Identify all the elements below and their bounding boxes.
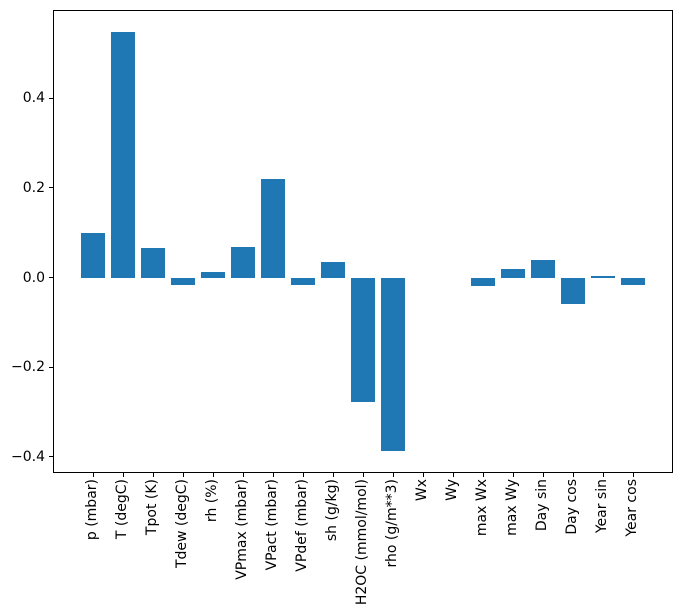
x-tick-label: Year sin	[594, 479, 610, 534]
bar-rh	[201, 271, 225, 278]
x-tick-label: Wx	[414, 479, 430, 502]
x-tick-label: max Wy	[504, 479, 520, 536]
bar-max-wy	[501, 269, 525, 278]
x-tick-mark	[393, 473, 394, 477]
x-tick-mark	[513, 473, 514, 477]
bar-vpmax-mbar	[231, 247, 255, 278]
x-tick-mark	[423, 473, 424, 477]
plot-area	[53, 10, 673, 473]
x-tick-mark	[303, 473, 304, 477]
bar-max-wx	[471, 277, 495, 287]
x-tick-mark	[123, 473, 124, 477]
y-tick-label: 0.0	[22, 269, 45, 286]
x-tick-mark	[183, 473, 184, 477]
y-tick-mark	[49, 97, 53, 99]
x-tick-label: VPdef (mbar)	[294, 479, 310, 572]
x-tick-mark	[573, 473, 574, 477]
x-tick-label: T (degC)	[114, 479, 130, 540]
x-tick-label: rh (%)	[204, 479, 220, 523]
x-tick-mark	[153, 473, 154, 477]
y-tick-label: −0.2	[11, 359, 45, 376]
x-tick-mark	[213, 473, 214, 477]
bar-vpact-mbar	[261, 178, 285, 278]
x-tick-mark	[273, 473, 274, 477]
x-tick-mark	[453, 473, 454, 477]
x-tick-label: max Wx	[474, 479, 490, 537]
bar-day-sin	[531, 259, 555, 278]
bar-rho-g-m-3	[381, 277, 405, 452]
y-tick-label: −0.4	[11, 448, 45, 465]
x-tick-mark	[93, 473, 94, 477]
y-tick-mark	[49, 187, 53, 189]
x-tick-label: Day cos	[564, 479, 580, 535]
y-tick-mark	[49, 366, 53, 368]
x-tick-label: VPact (mbar)	[264, 479, 280, 571]
x-tick-label: Year cos	[624, 479, 640, 537]
y-tick-mark	[49, 456, 53, 458]
x-tick-label: Tpot (K)	[144, 479, 160, 536]
x-tick-label: VPmax (mbar)	[234, 479, 250, 580]
bar-sh-g-kg	[321, 262, 345, 278]
y-tick-mark	[49, 277, 53, 279]
x-tick-label: p (mbar)	[84, 479, 100, 541]
x-tick-mark	[633, 473, 634, 477]
x-tick-mark	[483, 473, 484, 477]
x-tick-label: sh (g/kg)	[324, 479, 340, 542]
bar-day-cos	[561, 277, 585, 305]
bar-year-cos	[621, 277, 645, 286]
bar-p-mbar	[81, 232, 105, 278]
bar-t-degc	[111, 31, 135, 278]
x-tick-label: Tdew (degC)	[174, 479, 190, 569]
bar-tpot-k	[141, 248, 165, 278]
x-tick-mark	[243, 473, 244, 477]
y-tick-label: 0.4	[22, 90, 45, 107]
x-tick-mark	[363, 473, 364, 477]
x-tick-label: Wy	[444, 479, 460, 501]
y-tick-label: 0.2	[22, 179, 45, 196]
bar-year-sin	[591, 275, 615, 278]
bar-h2oc-mmol-mol	[351, 277, 375, 403]
bar-tdew-degc	[171, 277, 195, 286]
x-tick-mark	[543, 473, 544, 477]
x-tick-label: H2OC (mmol/mol)	[354, 479, 370, 606]
x-tick-mark	[333, 473, 334, 477]
bar-vpdef-mbar	[291, 277, 315, 286]
x-tick-mark	[603, 473, 604, 477]
x-tick-label: rho (g/m**3)	[384, 479, 400, 568]
x-tick-label: Day sin	[534, 479, 550, 532]
